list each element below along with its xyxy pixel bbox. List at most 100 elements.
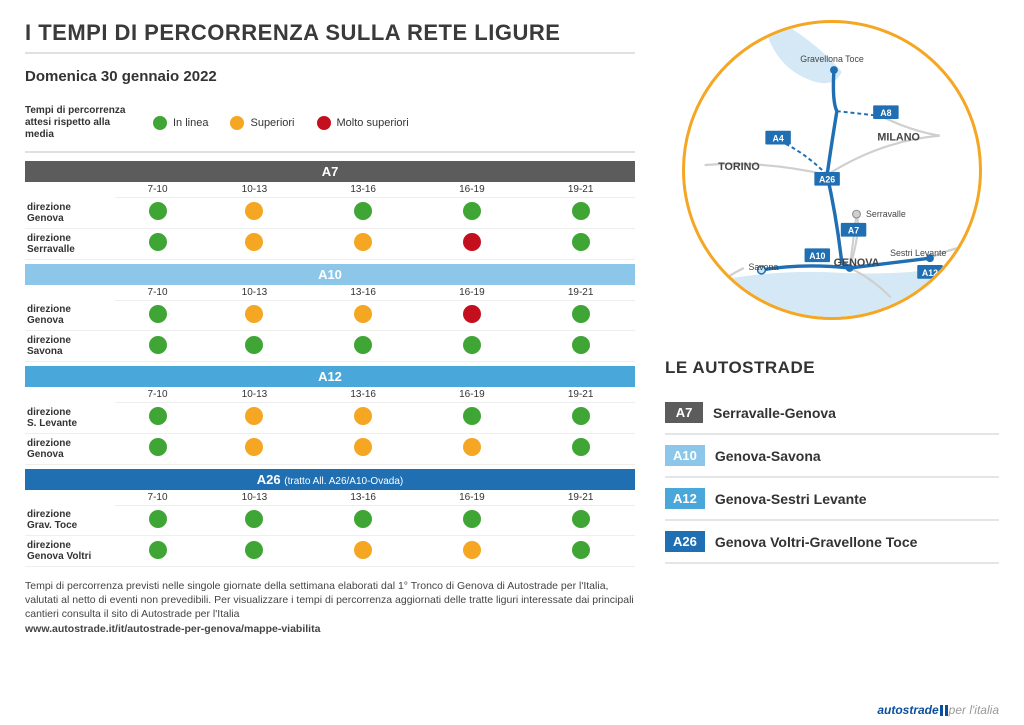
status-dot xyxy=(149,438,167,456)
time-header: 19-21 xyxy=(526,490,635,506)
status-dot xyxy=(572,438,590,456)
svg-text:Sestri Levante: Sestri Levante xyxy=(890,248,946,258)
svg-text:A26: A26 xyxy=(819,175,835,185)
row-label: direzioneSavona xyxy=(25,331,115,362)
status-dot xyxy=(245,541,263,559)
legend-item: In linea xyxy=(153,116,208,130)
svg-text:TORINO: TORINO xyxy=(718,161,760,173)
highway-header: A7 xyxy=(25,161,635,182)
map: Gravellona ToceMILANOTORINOSerravalleSav… xyxy=(682,20,982,320)
status-dot xyxy=(463,336,481,354)
legend-item: Molto superiori xyxy=(317,116,409,130)
highway-table: 7-1010-1313-1616-1919-21direzioneS. Leva… xyxy=(25,387,635,465)
status-dot xyxy=(572,336,590,354)
legend-dot xyxy=(317,116,331,130)
status-dot xyxy=(572,202,590,220)
highway-name: Serravalle-Genova xyxy=(713,405,836,421)
table-row: direzioneGrav. Toce xyxy=(25,505,635,536)
page-title: I TEMPI DI PERCORRENZA SULLA RETE LIGURE xyxy=(25,20,635,54)
status-dot xyxy=(354,438,372,456)
legend-text: Molto superiori xyxy=(337,117,409,129)
legend-text: Superiori xyxy=(250,117,294,129)
table-row: direzioneGenova xyxy=(25,198,635,229)
svg-text:Gravellona Toce: Gravellona Toce xyxy=(800,54,864,64)
status-dot xyxy=(245,407,263,425)
highway-name: Genova Voltri-Gravellone Toce xyxy=(715,534,918,550)
time-header: 13-16 xyxy=(309,182,418,198)
highway-block-a10: A107-1010-1313-1616-1919-21direzioneGeno… xyxy=(25,264,635,363)
legend-dot xyxy=(230,116,244,130)
time-header: 16-19 xyxy=(418,490,527,506)
status-dot xyxy=(463,233,481,251)
highway-block-a26: A26 (tratto All. A26/A10-Ovada)7-1010-13… xyxy=(25,469,635,568)
highway-header: A26 (tratto All. A26/A10-Ovada) xyxy=(25,469,635,490)
highway-badge: A10 xyxy=(665,445,705,466)
status-dot xyxy=(572,305,590,323)
highway-name: Genova-Savona xyxy=(715,448,821,464)
row-label: direzioneSerravalle xyxy=(25,228,115,259)
status-dot xyxy=(354,541,372,559)
table-row: direzioneGenova xyxy=(25,433,635,464)
status-dot xyxy=(572,233,590,251)
status-dot xyxy=(354,407,372,425)
autostrade-item: A7Serravalle-Genova xyxy=(665,392,999,435)
time-header: 19-21 xyxy=(526,285,635,301)
status-dot xyxy=(354,233,372,251)
highway-block-a12: A127-1010-1313-1616-1919-21direzioneS. L… xyxy=(25,366,635,465)
highway-table: 7-1010-1313-1616-1919-21 direzioneGenovad… xyxy=(25,182,635,260)
svg-text:GENOVA: GENOVA xyxy=(834,257,880,269)
status-dot xyxy=(245,438,263,456)
status-dot xyxy=(245,233,263,251)
svg-text:Serravalle: Serravalle xyxy=(866,209,906,219)
status-dot xyxy=(354,510,372,528)
highway-table: 7-1010-1313-1616-1919-21direzioneGenovad… xyxy=(25,285,635,363)
status-dot xyxy=(149,510,167,528)
time-header: 13-16 xyxy=(309,387,418,403)
time-header: 10-13 xyxy=(200,490,309,506)
status-dot xyxy=(463,541,481,559)
svg-text:A4: A4 xyxy=(772,134,783,144)
footnote: Tempi di percorrenza previsti nelle sing… xyxy=(25,579,635,636)
time-header: 10-13 xyxy=(200,182,309,198)
status-dot xyxy=(572,407,590,425)
row-label: direzioneGenova xyxy=(25,198,115,229)
highway-name: Genova-Sestri Levante xyxy=(715,491,867,507)
table-row: direzioneSavona xyxy=(25,331,635,362)
row-label: direzioneGenova xyxy=(25,300,115,331)
highway-table: 7-1010-1313-1616-1919-21direzioneGrav. T… xyxy=(25,490,635,568)
table-row: direzioneS. Levante xyxy=(25,403,635,434)
svg-text:A12: A12 xyxy=(922,268,938,278)
status-dot xyxy=(149,336,167,354)
legend-text: In linea xyxy=(173,117,208,129)
time-header: 19-21 xyxy=(526,182,635,198)
status-dot xyxy=(149,407,167,425)
row-label: direzioneGrav. Toce xyxy=(25,505,115,536)
status-dot xyxy=(245,202,263,220)
row-label: direzioneGenova xyxy=(25,433,115,464)
brand-logo: autostradeper l'italia xyxy=(877,703,999,717)
legend-intro: Tempi di percorrenza attesi rispetto all… xyxy=(25,105,135,141)
legend: Tempi di percorrenza attesi rispetto all… xyxy=(25,99,635,153)
status-dot xyxy=(245,305,263,323)
status-dot xyxy=(463,438,481,456)
row-label: direzioneS. Levante xyxy=(25,403,115,434)
autostrade-item: A12 Genova-Sestri Levante xyxy=(665,478,999,521)
table-row: direzioneSerravalle xyxy=(25,228,635,259)
svg-text:A8: A8 xyxy=(880,108,891,118)
highway-block-a7: A77-1010-1313-1616-1919-21 direzioneGenov… xyxy=(25,161,635,260)
time-header: 16-19 xyxy=(418,387,527,403)
status-dot xyxy=(572,541,590,559)
status-dot xyxy=(354,336,372,354)
status-dot xyxy=(149,305,167,323)
status-dot xyxy=(245,510,263,528)
highway-badge: A12 xyxy=(665,488,705,509)
status-dot xyxy=(354,305,372,323)
status-dot xyxy=(463,407,481,425)
time-header: 10-13 xyxy=(200,387,309,403)
time-header: 7-10 xyxy=(115,285,200,301)
time-header: 16-19 xyxy=(418,182,527,198)
status-dot xyxy=(463,305,481,323)
status-dot xyxy=(149,233,167,251)
time-header: 7-10 xyxy=(115,182,200,198)
svg-text:A10: A10 xyxy=(809,251,825,261)
